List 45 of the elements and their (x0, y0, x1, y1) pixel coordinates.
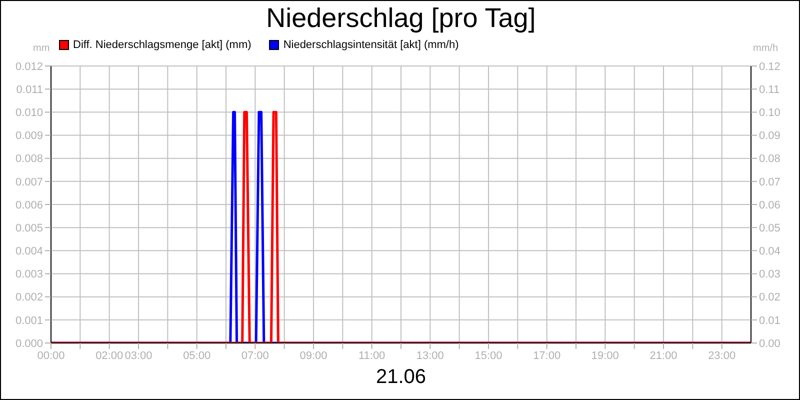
y2-tick-label: 0.04 (759, 246, 780, 258)
x-tick-label: 00:00 (37, 350, 65, 362)
x-tick-label: 21:00 (650, 350, 678, 362)
legend-label: Niederschlagsintensität [akt] (mm/h) (283, 39, 459, 51)
x-tick-label: 13:00 (416, 350, 444, 362)
y2-tick-label: 0.11 (759, 84, 780, 96)
y-tick-label: 0.003 (15, 268, 43, 281)
y-tick-label: 0.001 (15, 314, 43, 327)
y-tick-label: 0.006 (15, 199, 43, 212)
x-tick-label: 17:00 (533, 350, 561, 362)
y2-tick-label: 0.03 (759, 268, 780, 281)
y-tick-label: 0.010 (15, 107, 43, 120)
y-axis-title: mm (33, 43, 50, 54)
y-tick-label: 0.007 (15, 176, 43, 188)
y-tick-label: 0.004 (15, 246, 43, 258)
y2-tick-label: 0.02 (759, 292, 780, 304)
y-tick-label: 0.012 (15, 60, 43, 73)
y-tick-label: 0.011 (16, 84, 43, 96)
y2-axis-title: mm/h (753, 43, 778, 54)
y-tick-label: 0.002 (15, 292, 43, 304)
y2-tick-label: 0.06 (759, 199, 780, 212)
chart-title: Niederschlag [pro Tag] (265, 3, 537, 34)
y2-tick-label: 0.09 (759, 130, 780, 142)
legend-label: Diff. Niederschlagsmenge [akt] (mm) (73, 39, 252, 51)
x-tick-label: 05:00 (183, 350, 211, 362)
y2-tick-label: 0.05 (759, 222, 780, 234)
x-axis-title: 21.06 (374, 366, 428, 389)
y2-tick-label: 0.07 (759, 176, 780, 188)
y2-tick-label: 0.01 (759, 314, 780, 327)
y-tick-label: 0.000 (15, 338, 43, 350)
y-tick-label: 0.009 (15, 130, 43, 142)
x-tick-label: 03:00 (124, 350, 152, 362)
y2-tick-label: 0.00 (759, 338, 780, 350)
x-tick-label: 02:00 (96, 350, 124, 362)
x-tick-label: 15:00 (474, 350, 502, 362)
x-tick-label: 11:00 (358, 350, 386, 362)
x-tick-label: 23:00 (708, 350, 736, 362)
y-tick-label: 0.008 (15, 153, 43, 166)
x-tick-label: 19:00 (591, 350, 619, 362)
y2-tick-label: 0.08 (759, 153, 780, 166)
x-tick-label: 07:00 (241, 350, 269, 362)
y2-tick-label: 0.10 (759, 107, 780, 120)
y-tick-label: 0.005 (15, 222, 43, 234)
x-tick-label: 09:00 (300, 350, 328, 362)
y2-tick-label: 0.12 (759, 60, 780, 73)
